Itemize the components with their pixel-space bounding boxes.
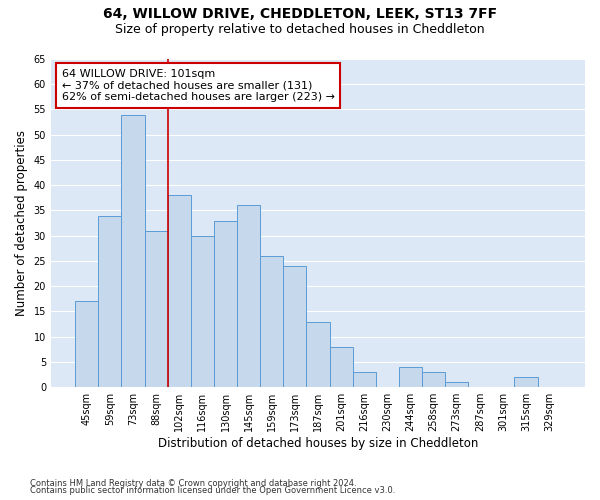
Text: Contains HM Land Registry data © Crown copyright and database right 2024.: Contains HM Land Registry data © Crown c…: [30, 478, 356, 488]
Bar: [353, 372, 376, 387]
Bar: [75, 302, 98, 387]
Text: 64, WILLOW DRIVE, CHEDDLETON, LEEK, ST13 7FF: 64, WILLOW DRIVE, CHEDDLETON, LEEK, ST13…: [103, 8, 497, 22]
Bar: [237, 206, 260, 387]
Bar: [260, 256, 283, 387]
Bar: [422, 372, 445, 387]
X-axis label: Distribution of detached houses by size in Cheddleton: Distribution of detached houses by size …: [158, 437, 478, 450]
Bar: [191, 236, 214, 387]
Y-axis label: Number of detached properties: Number of detached properties: [15, 130, 28, 316]
Bar: [98, 216, 121, 387]
Bar: [307, 322, 329, 387]
Text: Size of property relative to detached houses in Cheddleton: Size of property relative to detached ho…: [115, 22, 485, 36]
Bar: [445, 382, 468, 387]
Bar: [167, 196, 191, 387]
Bar: [283, 266, 307, 387]
Bar: [399, 367, 422, 387]
Bar: [121, 114, 145, 387]
Text: Contains public sector information licensed under the Open Government Licence v3: Contains public sector information licen…: [30, 486, 395, 495]
Text: 64 WILLOW DRIVE: 101sqm
← 37% of detached houses are smaller (131)
62% of semi-d: 64 WILLOW DRIVE: 101sqm ← 37% of detache…: [62, 69, 335, 102]
Bar: [145, 230, 167, 387]
Bar: [214, 220, 237, 387]
Bar: [514, 377, 538, 387]
Bar: [329, 347, 353, 387]
